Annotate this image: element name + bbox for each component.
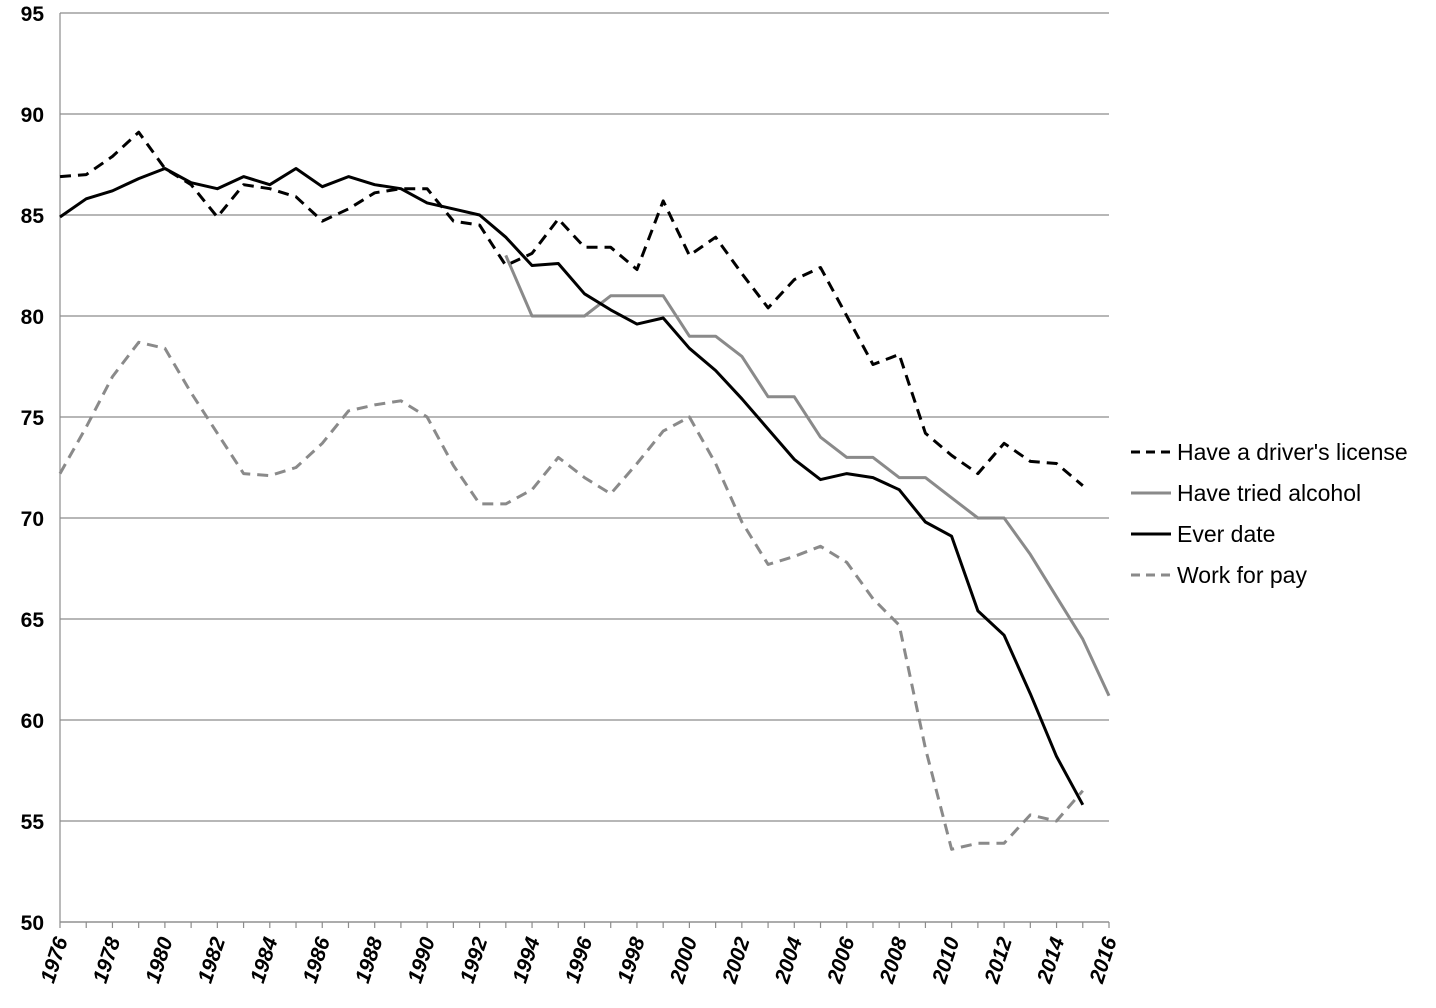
- x-tick-label: 2006: [823, 934, 860, 987]
- x-tick-label: 1998: [613, 934, 649, 986]
- y-tick-label: 95: [21, 3, 45, 26]
- x-tick-label: 1982: [194, 934, 230, 986]
- series-line-have-tried-alcohol: [504, 254, 1111, 697]
- x-tick-label: 2010: [928, 934, 965, 987]
- x-tick-label: 1994: [508, 934, 544, 986]
- y-tick-label: 75: [21, 407, 45, 430]
- x-tick-label: 1978: [89, 934, 125, 986]
- x-tick-label: 1976: [36, 934, 72, 986]
- x-tick-label: 2000: [666, 934, 703, 987]
- x-tick-label: 2002: [718, 934, 755, 987]
- x-axis-ticks: 1976 1978 1980 1982 1984 1986 1988 1990 1992 1994…: [36, 934, 1121, 987]
- x-tick-label: 2016: [1085, 934, 1122, 987]
- gridlines: [60, 12, 1109, 923]
- x-tick-label: 2004: [770, 934, 807, 987]
- y-tick-label: 55: [21, 811, 45, 834]
- y-tick-label: 85: [21, 205, 45, 228]
- legend-label: Have a driver's license: [1177, 439, 1408, 465]
- axes: [59, 13, 1110, 928]
- legend-label: Ever date: [1177, 521, 1275, 547]
- x-tick-label: 2008: [875, 934, 912, 987]
- x-tick-label: 1992: [456, 934, 492, 986]
- x-tick-label: 1984: [246, 934, 282, 986]
- legend-label: Work for pay: [1177, 562, 1307, 588]
- y-tick-label: 50: [21, 912, 44, 935]
- x-tick-label: 1988: [351, 934, 387, 986]
- y-tick-label: 65: [21, 609, 45, 632]
- y-tick-label: 80: [21, 306, 44, 329]
- y-tick-label: 90: [21, 104, 44, 127]
- x-tick-label: 2012: [980, 934, 1017, 987]
- x-tick-label: 1980: [141, 934, 177, 986]
- y-tick-label: 60: [21, 710, 44, 733]
- x-tick-label: 2014: [1033, 934, 1070, 987]
- legend-label: Have tried alcohol: [1177, 480, 1361, 506]
- series-line-work-for-pay: [58, 340, 1084, 851]
- x-tick-label: 1986: [299, 934, 335, 986]
- x-tick-label: 1996: [561, 934, 597, 986]
- legend: Have a driver's license Have tried alcoho…: [1131, 439, 1408, 588]
- x-tick-label: 1990: [404, 934, 440, 986]
- y-tick-label: 70: [21, 508, 44, 531]
- y-axis-ticks: 50 55 60 65 70 75 80 85 90 95: [21, 3, 45, 935]
- series-line-have-a-driver-s-license: [59, 130, 1084, 487]
- series-line-ever-date: [59, 167, 1085, 806]
- series-lines: [58, 130, 1111, 851]
